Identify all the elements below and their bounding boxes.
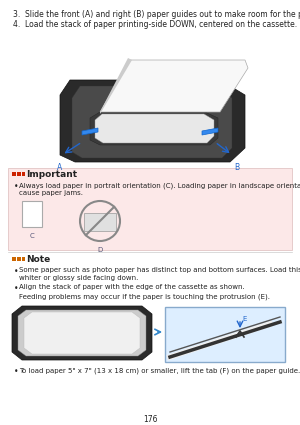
Polygon shape — [12, 306, 152, 360]
Text: To load paper 5" x 7" (13 x 18 cm) or smaller, lift the tab (F) on the paper gui: To load paper 5" x 7" (13 x 18 cm) or sm… — [19, 367, 300, 374]
Text: Align the stack of paper with the edge of the cassette as shown.: Align the stack of paper with the edge o… — [19, 284, 245, 290]
Text: Always load paper in portrait orientation (C). Loading paper in landscape orient: Always load paper in portrait orientatio… — [19, 182, 300, 189]
Polygon shape — [100, 60, 248, 112]
Text: C: C — [30, 233, 34, 239]
Text: 4.  Load the stack of paper printing-side DOWN, centered on the cassette.: 4. Load the stack of paper printing-side… — [13, 20, 297, 29]
Text: D: D — [98, 247, 103, 253]
Text: whiter or glossy side facing down.: whiter or glossy side facing down. — [19, 275, 138, 281]
Text: 3.  Slide the front (A) and right (B) paper guides out to make room for the pape: 3. Slide the front (A) and right (B) pap… — [13, 10, 300, 19]
Bar — [22, 172, 25, 176]
Bar — [84, 213, 116, 231]
Bar — [17, 172, 21, 176]
Text: Some paper such as photo paper has distinct top and bottom surfaces. Load this p: Some paper such as photo paper has disti… — [19, 267, 300, 273]
Polygon shape — [100, 58, 132, 114]
Polygon shape — [90, 112, 218, 145]
Text: Note: Note — [26, 255, 50, 264]
Polygon shape — [18, 310, 146, 356]
Text: •: • — [14, 284, 19, 293]
Text: 176: 176 — [143, 415, 157, 424]
Polygon shape — [82, 128, 98, 135]
Text: Feeding problems may occur if the paper is touching the protrusion (E).: Feeding problems may occur if the paper … — [19, 293, 270, 300]
Bar — [12, 257, 16, 261]
Polygon shape — [60, 80, 245, 162]
Polygon shape — [72, 86, 232, 158]
Text: •: • — [14, 267, 19, 276]
Text: A: A — [57, 163, 62, 172]
Text: •: • — [14, 367, 19, 376]
Bar — [17, 257, 21, 261]
Polygon shape — [202, 128, 218, 135]
Bar — [8, 168, 292, 250]
Bar — [12, 172, 16, 176]
Bar — [22, 201, 42, 227]
Text: Important: Important — [26, 170, 77, 179]
Text: cause paper jams.: cause paper jams. — [19, 190, 83, 196]
Text: E: E — [242, 316, 246, 322]
Text: •: • — [14, 182, 19, 191]
Polygon shape — [95, 114, 214, 143]
Polygon shape — [24, 312, 140, 354]
Bar — [22, 257, 25, 261]
Bar — [165, 307, 285, 362]
Text: B: B — [234, 163, 239, 172]
